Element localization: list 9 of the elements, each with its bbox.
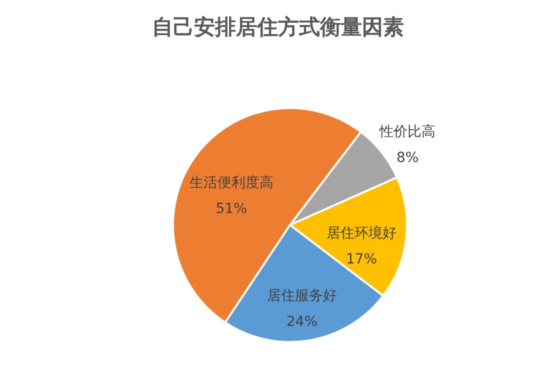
slice-label: 性价比高 [378,124,436,140]
slice-label: 居住环境好 [326,225,397,242]
chart-title: 自己安排居住方式衡量因素 [152,15,404,39]
slice-label: 居住服务好 [266,288,337,304]
slice-label: 生活便利度高 [189,175,274,192]
data-label: 17% [346,251,378,268]
data-label: 51% [216,201,247,218]
data-label: 8% [396,150,419,166]
data-label: 24% [286,314,318,330]
